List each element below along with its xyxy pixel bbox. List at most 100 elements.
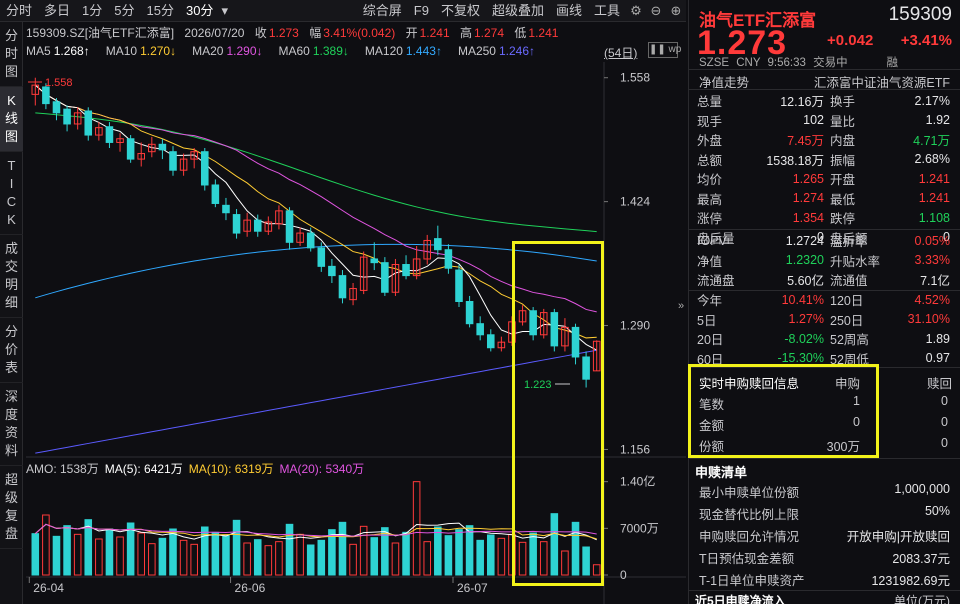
composite-screen-button[interactable]: 综合屏 [362, 2, 402, 18]
volume-bar [306, 544, 315, 576]
quote-value: 10.41% [781, 292, 824, 307]
tab-5min[interactable]: 5分 [114, 2, 135, 18]
quote-value: 2.17% [914, 93, 950, 108]
highlight-box-subscription [688, 364, 879, 458]
volume-bar [253, 539, 262, 576]
tab-multiday[interactable]: 多日 [44, 2, 71, 18]
quote-label: 250日 [830, 313, 864, 328]
candle-body [550, 312, 559, 347]
ma-label: MA20 [192, 44, 224, 58]
vol-ma5-line [34, 522, 597, 541]
period-dropdown[interactable]: ▾ [221, 2, 228, 18]
ma-label: MA120 [364, 44, 403, 58]
candle-body [275, 210, 283, 225]
tab-15min[interactable]: 15分 [146, 2, 174, 18]
candle-body [222, 204, 230, 214]
quote-row: 均价 1.265 开盘 1.241 [697, 169, 957, 189]
volume-bar [179, 539, 188, 576]
view-tab-5[interactable]: 深 度 资 料 [0, 383, 23, 466]
period-badge[interactable]: (54日) [604, 46, 638, 60]
volume-bar [211, 531, 220, 576]
quote-value: 1.92 [925, 113, 950, 128]
tab-30min[interactable]: 30分 [185, 2, 214, 18]
vol-ma20-line [34, 523, 597, 537]
quote-value: 0 [943, 230, 950, 245]
low-value: 1.241 [528, 26, 559, 40]
ma-value: 1.389↓ [312, 44, 349, 58]
volume-bar [370, 537, 379, 576]
tab-intraday[interactable]: 分时 [6, 2, 33, 18]
quote-label: 涨停 [697, 212, 723, 227]
highlight-box-chart [512, 241, 604, 586]
quote-row: 5日 1.27% 250日 31.10% [697, 310, 957, 330]
view-tab-1[interactable]: K 线 图 [0, 87, 23, 152]
draw-line-button[interactable]: 画线 [555, 2, 582, 18]
security-name: 油气ETF汇添富 [699, 11, 817, 30]
candle-body [63, 108, 71, 125]
view-tab-2[interactable]: T I C K [0, 152, 23, 235]
candle-body [518, 310, 527, 323]
volume-bar [264, 545, 273, 576]
subscription-buy: 1 [853, 394, 860, 408]
collapse-panel-icon[interactable]: » [678, 300, 685, 312]
creation-list-label: T-1日单位申赎资产 [699, 574, 805, 588]
quote-label: 60日 [697, 352, 724, 367]
view-tab-4[interactable]: 分 价 表 [0, 318, 23, 383]
volume-bar [190, 543, 198, 576]
volume-bar [285, 523, 294, 576]
candle-body [370, 258, 379, 264]
candle-body [84, 110, 93, 136]
candle-body [338, 275, 347, 299]
minus-icon[interactable]: ⊖ [650, 2, 662, 18]
candle-body [423, 239, 432, 260]
subscription-col-sell: 赎回 [926, 377, 952, 391]
tools-button[interactable]: 工具 [593, 2, 620, 18]
candle-body [529, 310, 537, 336]
quote-value: 1538.18万 [766, 153, 824, 168]
candle-body [253, 219, 262, 232]
security-code-large: 159309 [888, 4, 952, 25]
plus-icon[interactable]: ⊕ [670, 2, 682, 18]
volume-bar [497, 537, 506, 576]
candle-body [264, 221, 273, 232]
volume-legend-item: MA(5): 6421万 [104, 462, 183, 476]
view-tab-6[interactable]: 超 级 复 盘 [0, 466, 23, 549]
open-label: 开 [405, 26, 418, 40]
change-label: 幅 [309, 26, 322, 40]
nav-trend-link[interactable]: 净值走势 [699, 76, 750, 90]
tab-1min[interactable]: 1分 [82, 2, 103, 18]
candle-body [571, 326, 580, 358]
price-tick-label: 1.290 [620, 319, 650, 333]
candle-body [539, 312, 548, 336]
ex-rights-icon[interactable]: ❚❚ wp [648, 42, 681, 58]
price-tick-label: 1.156 [620, 442, 650, 456]
quote-row: IOPV 1.2724 溢折率 0.05% [697, 231, 957, 251]
volume-legend-item: MA(20): 5340万 [279, 462, 365, 476]
ma120-line [35, 243, 597, 299]
candle-body [476, 323, 484, 336]
quote-label: 盘后量 [697, 231, 735, 246]
no-adjust-button[interactable]: 不复权 [440, 2, 480, 18]
candle-body [465, 300, 474, 325]
kline-chart[interactable]: 1.558 1.424 1.290 1.156 1.40亿 7000万 0 26-04 26-0… [0, 0, 686, 604]
quote-value: 0.97 [925, 351, 950, 366]
candle-body [381, 262, 389, 293]
quote-row: 最高 1.274 最低 1.241 [697, 189, 957, 209]
quote-label: 总额 [697, 153, 723, 168]
volume-bar [126, 522, 135, 576]
volume-bar [391, 542, 400, 576]
quote-label: 跌停 [830, 212, 856, 227]
super-overlay-button[interactable]: 超级叠加 [491, 2, 544, 18]
view-tab-0[interactable]: 分 时 图 [0, 22, 23, 87]
candle-body [105, 126, 114, 143]
change-value: 3.41%(0.042) [323, 26, 396, 40]
quote-label: 现手 [697, 114, 723, 129]
f9-button[interactable]: F9 [413, 2, 429, 18]
view-tab-3[interactable]: 成 交 明 细 [0, 235, 23, 318]
gear-icon[interactable]: ⚙ [630, 2, 642, 18]
volume-bar [434, 526, 442, 576]
candle-body [285, 210, 294, 243]
quote-value: 7.1亿 [920, 274, 950, 289]
volume-bar [476, 539, 484, 576]
